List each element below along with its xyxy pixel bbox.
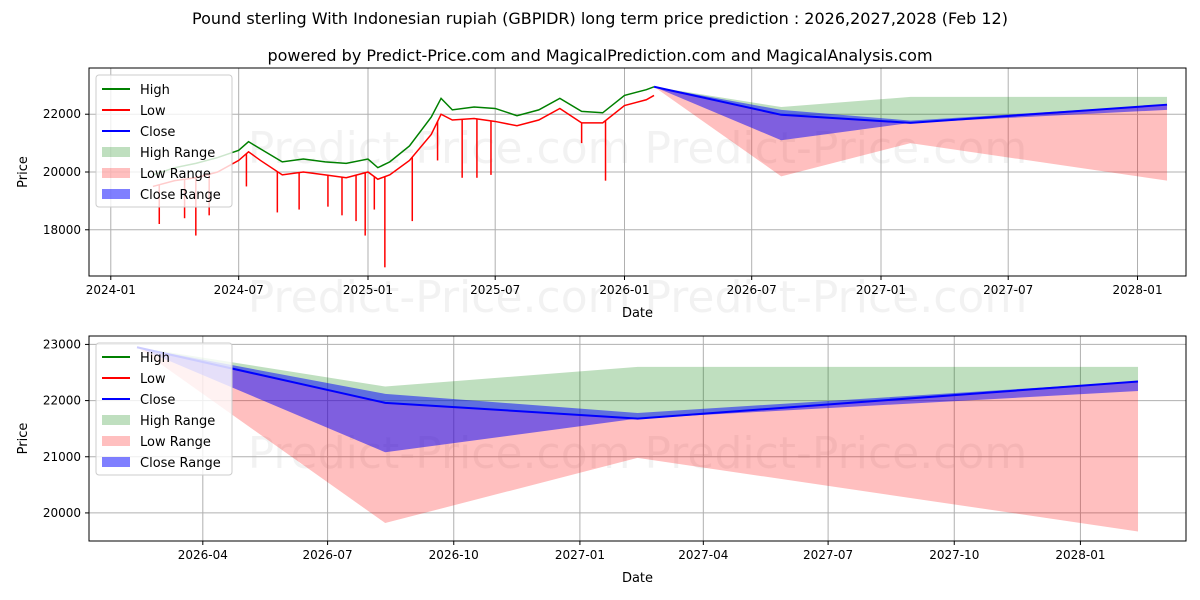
- low-range-band: [136, 347, 1139, 532]
- x-axis-label: Date: [622, 306, 653, 321]
- y-tick-label: 22000: [43, 394, 81, 408]
- legend-low-label: Low: [140, 104, 166, 119]
- y-tick-label: 18000: [43, 223, 81, 237]
- x-tick-label: 2028-01: [1112, 283, 1162, 297]
- plot-frame: [88, 67, 1187, 277]
- legend-high-range-swatch: [102, 147, 130, 157]
- x-axis-label: Date: [622, 571, 653, 586]
- x-tick-label: 2027-07: [803, 548, 853, 562]
- x-tick-label: 2026-04: [178, 548, 228, 562]
- legend-close-label: Close: [140, 125, 175, 140]
- y-tick-label: 23000: [43, 337, 81, 351]
- close-range-band: [136, 347, 1139, 453]
- x-tick-label: 2027-07: [983, 283, 1033, 297]
- legend-high-range-label: High Range: [140, 146, 215, 161]
- x-tick-label: 2025-01: [343, 283, 393, 297]
- legend-close-range-label: Close Range: [140, 188, 221, 203]
- x-tick-label: 2027-04: [678, 548, 728, 562]
- legend-low-range-label: Low Range: [140, 435, 211, 450]
- y-tick-label: 20000: [43, 165, 81, 179]
- legend-close-range-swatch: [102, 457, 130, 467]
- x-tick-label: 2026-10: [429, 548, 479, 562]
- chart-subtitle: powered by Predict-Price.com and Magical…: [267, 46, 933, 65]
- legend: [95, 74, 233, 208]
- legend-low-range-swatch: [102, 436, 130, 446]
- y-axis-label: Price: [16, 156, 31, 188]
- x-tick-label: 2026-07: [303, 548, 353, 562]
- legend-low-range-swatch: [102, 168, 130, 178]
- bottom-panel: Predict-Price.com Predict-Price.com2026-…: [16, 335, 1187, 586]
- low-line: [152, 94, 655, 188]
- legend-low-range-label: Low Range: [140, 167, 211, 182]
- x-tick-label: 2025-07: [470, 283, 520, 297]
- y-axis-label: Price: [16, 423, 31, 455]
- legend-low-label: Low: [140, 372, 166, 387]
- legend: [95, 342, 233, 476]
- x-tick-label: 2024-07: [214, 283, 264, 297]
- low-range-band: [654, 86, 1168, 181]
- chart-title: Pound sterling With Indonesian rupiah (G…: [192, 9, 1008, 28]
- plot-area: [89, 336, 1186, 541]
- y-tick-label: 22000: [43, 107, 81, 121]
- high-line: [152, 86, 655, 176]
- x-tick-label: 2027-01: [856, 283, 906, 297]
- y-tick-label: 21000: [43, 450, 81, 464]
- close-range-band: [654, 86, 1168, 141]
- watermark: Predict-Price.com Predict-Price.com: [248, 272, 1027, 323]
- legend-close-range-label: Close Range: [140, 456, 221, 471]
- legend-high-range-swatch: [102, 415, 130, 425]
- x-tick-label: 2026-01: [599, 283, 649, 297]
- legend-high-label: High: [140, 83, 170, 98]
- plot-frame: [88, 335, 1187, 542]
- close-line: [136, 346, 1139, 420]
- y-tick-label: 20000: [43, 506, 81, 520]
- legend-high-range-label: High Range: [140, 414, 215, 429]
- legend-close-label: Close: [140, 393, 175, 408]
- x-tick-label: 2028-01: [1055, 548, 1105, 562]
- x-tick-label: 2024-01: [86, 283, 136, 297]
- x-tick-label: 2027-10: [929, 548, 979, 562]
- x-tick-label: 2027-01: [555, 548, 605, 562]
- watermark: Predict-Price.com Predict-Price.com: [248, 123, 1027, 174]
- close-line: [653, 85, 1168, 124]
- legend-close-range-swatch: [102, 189, 130, 199]
- legend-high-label: High: [140, 351, 170, 366]
- top-panel: Predict-Price.com Predict-Price.com Predi…: [16, 67, 1187, 323]
- x-tick-label: 2026-07: [727, 283, 777, 297]
